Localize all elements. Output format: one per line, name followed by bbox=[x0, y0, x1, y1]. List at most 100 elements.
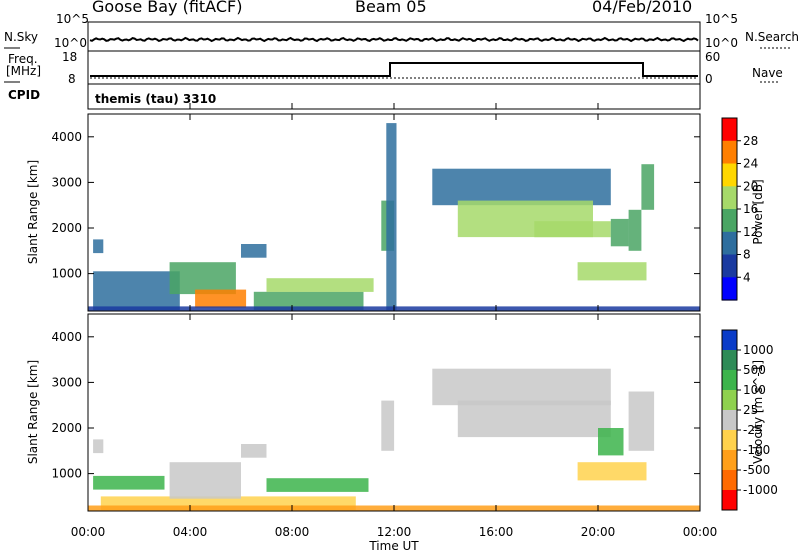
nsky-tick-high: 10^5 bbox=[56, 12, 89, 26]
nsky-label: N.Sky bbox=[4, 30, 39, 44]
power-colorbar-tick-label-0: 28 bbox=[743, 134, 758, 148]
nsky-trace bbox=[89, 36, 699, 43]
nave-tick-high: 60 bbox=[705, 50, 721, 64]
velocity-colorbar-swatch-5 bbox=[722, 430, 737, 451]
power-scatter-region-15 bbox=[577, 262, 647, 281]
velocity-colorbar-label: Velocity [m s^-1] bbox=[751, 360, 765, 464]
power-scatter-region-6 bbox=[266, 278, 374, 292]
power-scatter-region-0 bbox=[93, 239, 104, 254]
velocity-colorbar-swatch-3 bbox=[722, 390, 737, 411]
nave-tick-low: 0 bbox=[705, 72, 713, 86]
velocity-ytick-label-0: 1000 bbox=[51, 467, 82, 481]
velocity-scatter-region-8 bbox=[457, 400, 611, 438]
x-tick-label-1: 04:00 bbox=[173, 525, 208, 539]
power-ytick-label-2: 3000 bbox=[51, 175, 82, 189]
velocity-colorbar-tick-label-4: -25 bbox=[743, 423, 763, 437]
velocity-colorbar-swatch-0 bbox=[722, 330, 737, 351]
power-scatter-region-14 bbox=[641, 164, 655, 210]
velocity-colorbar-frame bbox=[721, 329, 738, 511]
power-scatter-region-2 bbox=[169, 262, 236, 295]
cpid-label: CPID bbox=[8, 88, 41, 102]
power-colorbar-tick-label-4: 12 bbox=[743, 225, 758, 239]
power-colorbar: 28 24 20 16 12 8 4 bbox=[721, 117, 758, 301]
power-colorbar-swatch-1 bbox=[722, 140, 737, 165]
power-scatter-region-1 bbox=[93, 271, 180, 311]
nsky-tick-low: 10^0 bbox=[54, 36, 87, 50]
power-ytick-label-1: 2000 bbox=[51, 221, 82, 235]
velocity-colorbar-tick-label-0: 1000 bbox=[743, 343, 774, 357]
power-colorbar-swatch-7 bbox=[722, 277, 737, 301]
x-axis-label: Time UT bbox=[368, 539, 419, 553]
freq-tick-low: 8 bbox=[68, 72, 76, 86]
power-scatter-region-9 bbox=[432, 168, 611, 206]
x-tick-label-2: 08:00 bbox=[275, 525, 310, 539]
velocity-scatter-region-3 bbox=[169, 462, 241, 499]
nsky-panel-frame bbox=[87, 21, 701, 52]
power-colorbar-swatch-0 bbox=[722, 118, 737, 142]
x-tick-label-5: 20:00 bbox=[581, 525, 616, 539]
freq-label: Freq. bbox=[8, 52, 38, 66]
x-tick-label-4: 16:00 bbox=[479, 525, 514, 539]
power-colorbar-swatch-2 bbox=[722, 163, 737, 187]
velocity-colorbar-tick-label-5: -100 bbox=[743, 443, 770, 457]
velocity-colorbar-swatch-7 bbox=[722, 470, 737, 491]
velocity-colorbar-swatch-2 bbox=[722, 370, 737, 391]
velocity-ytick-label-3: 4000 bbox=[51, 330, 82, 344]
power-scatter-region-4 bbox=[241, 244, 267, 258]
power-colorbar-swatch-4 bbox=[722, 209, 737, 233]
velocity-colorbar-swatch-1 bbox=[722, 350, 737, 371]
power-colorbar-swatch-3 bbox=[722, 186, 737, 210]
velocity-colorbar: 1000 500 100 25 -25 -100 -500 -1000 bbox=[721, 329, 778, 511]
velocity-scatter-region-11 bbox=[577, 462, 647, 481]
velocity-scatter-region-4 bbox=[241, 444, 267, 458]
velocity-panel: 1000 2000 3000 4000 Slant Range [km] bbox=[26, 313, 701, 512]
velocity-scatter-region-6 bbox=[381, 400, 395, 451]
power-colorbar-tick-label-2: 20 bbox=[743, 179, 758, 193]
nave-label: Nave bbox=[752, 66, 783, 80]
nsearch-tick-high: 10^5 bbox=[705, 12, 738, 26]
power-ytick-label-3: 4000 bbox=[51, 130, 82, 144]
freq-unit: [MHz] bbox=[6, 64, 42, 78]
velocity-colorbar-tick-label-7: -1000 bbox=[743, 483, 778, 497]
power-y-axis-label: Slant Range [km] bbox=[26, 160, 40, 264]
velocity-colorbar-swatch-8 bbox=[722, 490, 737, 511]
velocity-colorbar-swatch-4 bbox=[722, 410, 737, 431]
power-scatter-region-3 bbox=[195, 289, 247, 308]
power-scatter-region-13 bbox=[628, 209, 642, 251]
power-colorbar-tick-label-3: 16 bbox=[743, 202, 758, 216]
power-scatter-region-11 bbox=[534, 221, 611, 238]
velocity-scatter-region-1 bbox=[93, 475, 165, 490]
velocity-scatter-region-0 bbox=[93, 439, 104, 454]
velocity-ytick-label-1: 2000 bbox=[51, 421, 82, 435]
power-ytick-label-0: 1000 bbox=[51, 267, 82, 281]
velocity-ytick-label-2: 3000 bbox=[51, 375, 82, 389]
station-title: Goose Bay (fitACF) bbox=[92, 0, 243, 16]
power-colorbar-tick-label-1: 24 bbox=[743, 157, 758, 171]
x-tick-label-0: 00:00 bbox=[71, 525, 106, 539]
velocity-scatter-region-7 bbox=[432, 368, 611, 406]
power-panel: 1000 2000 3000 4000 Slant Range [km] bbox=[26, 113, 701, 312]
beam-title: Beam 05 bbox=[355, 0, 427, 16]
cpid-value: themis (tau) 3310 bbox=[95, 92, 217, 106]
velocity-scatter-region-5 bbox=[266, 478, 369, 492]
x-tick-label-6: 00:00 bbox=[683, 525, 718, 539]
freq-trace bbox=[90, 62, 698, 77]
nsearch-tick-low: 10^0 bbox=[705, 36, 738, 50]
power-colorbar-label: Power [dB] bbox=[751, 179, 765, 244]
velocity-colorbar-tick-label-1: 500 bbox=[743, 363, 766, 377]
power-colorbar-swatch-5 bbox=[722, 231, 737, 256]
velocity-colorbar-tick-label-2: 100 bbox=[743, 383, 766, 397]
velocity-colorbar-swatch-6 bbox=[722, 450, 737, 471]
power-colorbar-swatch-6 bbox=[722, 254, 737, 278]
velocity-scatter-region-10 bbox=[628, 391, 655, 451]
power-scatter-region-5 bbox=[253, 291, 364, 310]
power-colorbar-tick-label-6: 4 bbox=[743, 270, 751, 284]
power-colorbar-tick-label-5: 8 bbox=[743, 248, 751, 262]
top-panels bbox=[4, 21, 790, 110]
x-tick-label-3: 12:00 bbox=[377, 525, 412, 539]
velocity-scatter-region-9 bbox=[598, 428, 624, 456]
date-title: 04/Feb/2010 bbox=[592, 0, 693, 16]
power-scatter-region-12 bbox=[610, 218, 629, 247]
freq-panel-frame bbox=[87, 50, 701, 85]
